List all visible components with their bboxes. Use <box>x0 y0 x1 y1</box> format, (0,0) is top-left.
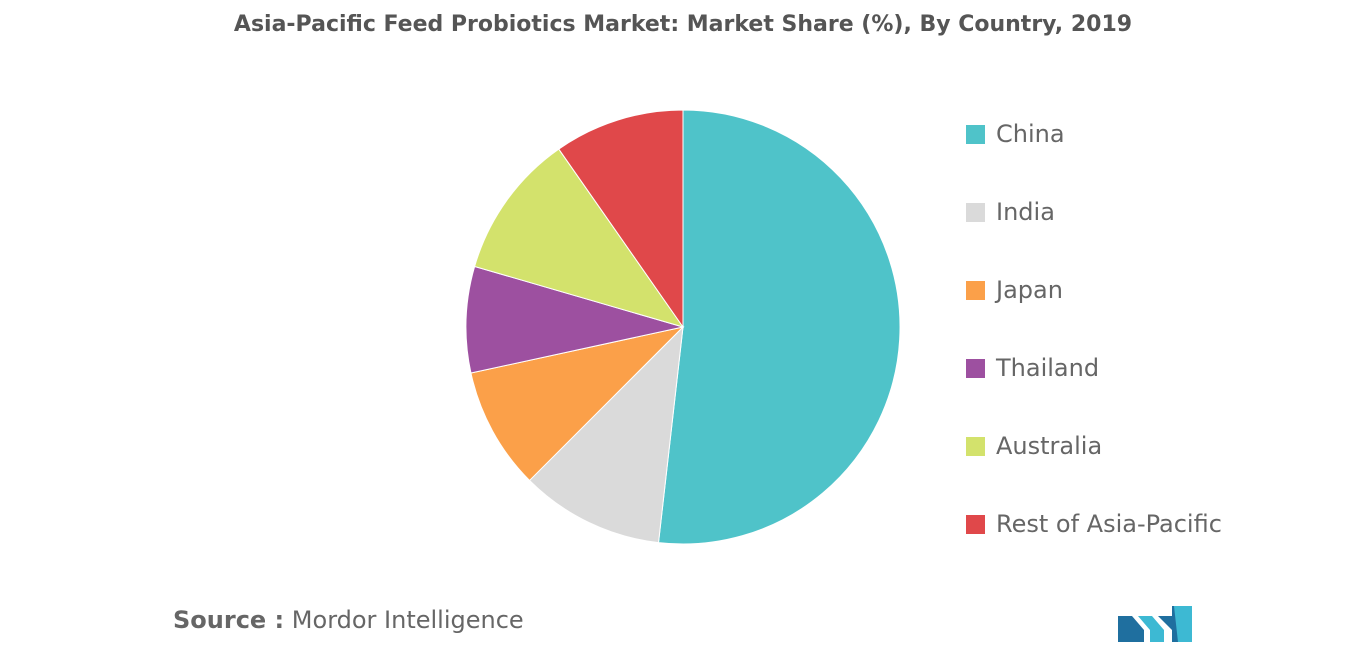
legend-label: India <box>996 198 1055 226</box>
source-label: Source : <box>173 606 285 634</box>
legend-item: Australia <box>966 426 1102 466</box>
legend-swatch <box>966 436 985 456</box>
legend-label: Rest of Asia-Pacific <box>996 510 1222 538</box>
legend-item: India <box>966 192 1055 232</box>
source-note: Source : Mordor Intelligence <box>173 606 524 634</box>
logo-shape-accent <box>1174 606 1192 642</box>
legend-item: Rest of Asia-Pacific <box>966 504 1222 544</box>
pie-slice-thailand <box>465 265 684 374</box>
logo-shape-middle <box>1138 616 1164 642</box>
source-text: Mordor Intelligence <box>291 606 524 634</box>
pie-slice-australia <box>474 148 685 328</box>
legend-label: China <box>996 120 1065 148</box>
logo-shape-left <box>1118 616 1144 642</box>
legend-swatch <box>966 124 985 144</box>
legend-item: Japan <box>966 270 1063 310</box>
legend-label: Australia <box>996 432 1103 460</box>
mordor-intelligence-logo-icon <box>1118 606 1192 642</box>
chart-title: Asia-Pacific Feed Probiotics Market: Mar… <box>233 12 1133 37</box>
pie-slice-china <box>657 109 901 545</box>
legend-swatch <box>966 514 985 534</box>
legend-label: Japan <box>996 276 1063 304</box>
legend-swatch <box>966 358 985 378</box>
legend-item: Thailand <box>966 348 1099 388</box>
pie-slice-rest-of-asia-pacific <box>558 109 684 329</box>
pie-slice-japan <box>470 326 685 482</box>
legend-item: China <box>966 114 1065 154</box>
legend-swatch <box>966 202 985 222</box>
legend-label: Thailand <box>996 354 1100 382</box>
pie-slice-india <box>528 325 684 544</box>
legend-swatch <box>966 280 985 300</box>
